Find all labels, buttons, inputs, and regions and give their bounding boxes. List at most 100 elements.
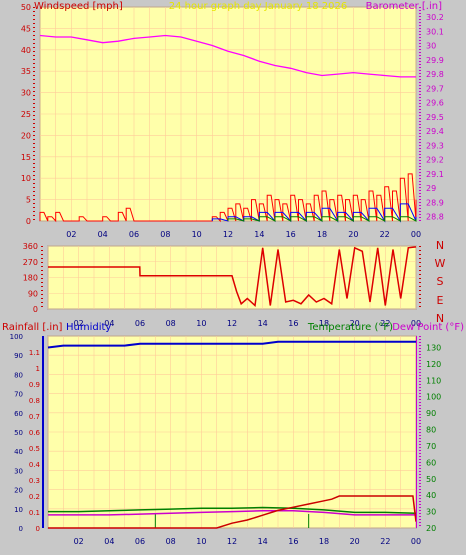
windspeed-tick-label: 0 — [26, 217, 31, 226]
barometer-tick-label: 29.7 — [426, 84, 444, 93]
hour-tick-label: 12 — [227, 537, 237, 546]
barometer-tick-label: 28.8 — [426, 213, 444, 222]
temperature-tick-label: 80 — [426, 426, 436, 435]
wind-axes: 0 5 10 15 20 25 30 35 40 45 50 28.8 28.9 29 29.1 29.2 29… — [21, 3, 444, 239]
humidity-tick-label: 70 — [14, 391, 23, 399]
hour-tick-label: 18 — [317, 230, 327, 239]
direction-tick-label: 90 — [28, 289, 38, 298]
windspeed-tick-label: 25 — [21, 110, 31, 119]
hour-tick-label: 12 — [223, 230, 233, 239]
barometer-tick-label: 30.1 — [426, 27, 444, 36]
hour-tick-label: 22 — [380, 230, 390, 239]
temperature-axis-title: Temperature (°F) — [307, 322, 393, 333]
temp-scale-bar — [416, 336, 417, 528]
rainfall-tick-label: 0.8 — [29, 397, 40, 405]
rain-temp-series — [47, 340, 417, 529]
hour-tick-label: 14 — [254, 230, 264, 239]
hour-tick-label: 10 — [196, 537, 206, 546]
barometer-line — [39, 34, 416, 78]
windspeed-tick-label: 15 — [21, 153, 31, 162]
humidity-line — [47, 340, 416, 349]
rainfall-tick-label: 0.7 — [29, 413, 40, 421]
hour-tick-label: 18 — [319, 537, 329, 546]
temperature-tick-label: 20 — [426, 524, 436, 533]
windspeed-axis-title: Windspeed [mph] — [34, 1, 123, 12]
temperature-tick-label: 30 — [426, 508, 436, 517]
rainfall-tick-label: 0.3 — [29, 477, 40, 485]
compass-label: S — [437, 275, 444, 288]
humidity-tick-label: 100 — [10, 333, 23, 341]
rainfall-line — [48, 495, 417, 529]
hour-tick-label: 08 — [160, 230, 170, 239]
rainfall-tick-label: 0.6 — [29, 429, 41, 437]
hour-tick-label: 16 — [286, 230, 296, 239]
hour-tick-label: 14 — [258, 537, 268, 546]
rainfall-tick-label: 0 — [36, 525, 40, 533]
temperature-tick-label: 40 — [426, 491, 436, 500]
direction-tick-label: 0 — [33, 305, 38, 314]
barometer-tick-label: 30 — [426, 42, 436, 51]
graph-title: 24 hour graph day January 18 2026 — [169, 1, 347, 12]
compass-label: E — [437, 294, 444, 307]
rainfall-tick-label: 0.2 — [29, 493, 40, 501]
hour-tick-label: 16 — [288, 319, 298, 328]
barometer-tick-label: 28.9 — [426, 198, 444, 207]
compass-label: W — [435, 257, 446, 270]
hour-tick-label: 22 — [380, 319, 390, 328]
rainfall-tick-label: 0.4 — [29, 461, 41, 469]
hour-tick-label: 06 — [129, 230, 139, 239]
direction-tick-label: 360 — [23, 242, 38, 251]
compass-label: N — [436, 312, 444, 325]
hour-tick-label: 02 — [74, 537, 84, 546]
hour-tick-label: 04 — [104, 537, 114, 546]
wind-gust-line — [39, 173, 417, 223]
hour-tick-label: 20 — [348, 230, 358, 239]
rain-scale-bar — [42, 336, 44, 528]
hour-tick-label: 06 — [135, 319, 145, 328]
dew-point-line — [48, 510, 416, 516]
hour-tick-label: 00 — [411, 537, 421, 546]
barometer-tick-label: 29.5 — [426, 113, 444, 122]
rainfall-tick-label: 0.5 — [29, 445, 40, 453]
rainfall-tick-label: 0.1 — [29, 509, 40, 517]
rainfall-tick-label: 1.1 — [29, 349, 40, 357]
hour-tick-label: 00 — [411, 230, 421, 239]
hour-tick-label: 02 — [74, 319, 84, 328]
hour-tick-label: 04 — [98, 230, 108, 239]
hour-tick-label: 20 — [350, 537, 360, 546]
humidity-tick-label: 10 — [14, 506, 23, 514]
barometer-tick-label: 30.2 — [426, 13, 444, 22]
hour-tick-label: 12 — [227, 319, 237, 328]
hour-tick-label: 02 — [66, 230, 76, 239]
wind-low-line — [227, 216, 417, 222]
barometer-tick-label: 29 — [426, 184, 436, 193]
humidity-tick-label: 50 — [14, 429, 23, 437]
rainfall-tick-label: 0.9 — [29, 381, 40, 389]
temperature-tick-label: 100 — [426, 393, 441, 402]
humidity-tick-label: 40 — [14, 448, 23, 456]
windspeed-tick-label: 50 — [21, 3, 31, 12]
windspeed-tick-label: 45 — [21, 24, 31, 33]
barometer-tick-label: 29.9 — [426, 56, 444, 65]
windspeed-tick-label: 30 — [21, 89, 31, 98]
temperature-tick-label: 90 — [426, 409, 436, 418]
hour-tick-label: 10 — [192, 230, 202, 239]
barometer-tick-label: 29.4 — [426, 127, 444, 136]
wind-baro-series — [39, 34, 417, 223]
temperature-tick-label: 60 — [426, 458, 436, 467]
humidity-tick-label: 80 — [14, 371, 23, 379]
barometer-tick-label: 29.1 — [426, 170, 444, 179]
direction-series — [48, 246, 417, 308]
dew-point-axis-title: Dew Point (°F) — [392, 322, 464, 333]
hour-tick-label: 22 — [380, 537, 390, 546]
compass-label: N — [436, 239, 444, 252]
humidity-tick-label: 30 — [14, 467, 23, 475]
direction-tick-label: 180 — [23, 274, 38, 283]
barometer-tick-label: 29.3 — [426, 141, 444, 150]
windspeed-tick-label: 40 — [21, 46, 31, 55]
barometer-tick-label: 29.6 — [426, 99, 444, 108]
wind-direction-line — [48, 246, 417, 308]
temperature-tick-label: 70 — [426, 442, 436, 451]
